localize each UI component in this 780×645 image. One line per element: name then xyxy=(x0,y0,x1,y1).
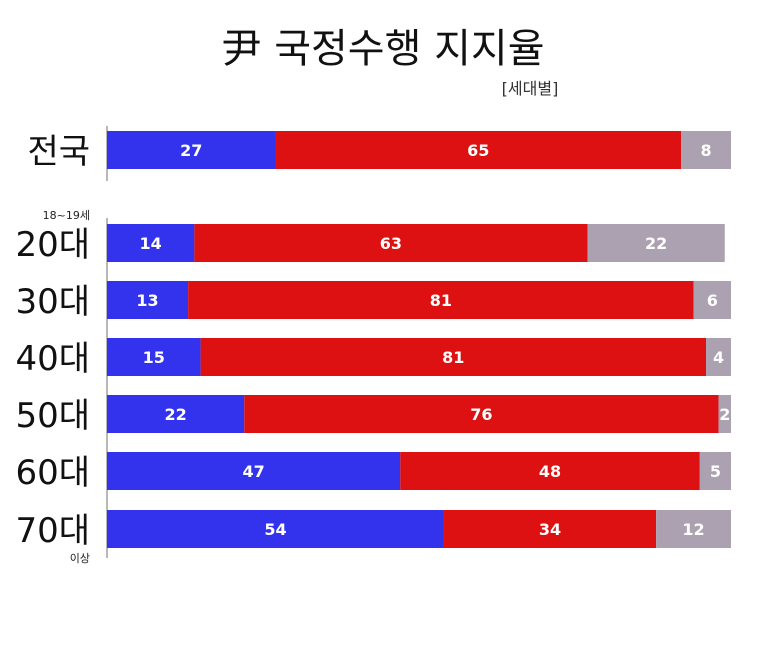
category-label: 20대 xyxy=(15,225,90,265)
bar-segment-gray xyxy=(587,224,725,262)
data-label-red: 34 xyxy=(539,520,561,539)
bar-segment-blue xyxy=(107,131,276,169)
data-label-red: 65 xyxy=(467,141,489,160)
bar-segment-red xyxy=(443,510,657,548)
data-label-gray: 22 xyxy=(645,234,667,253)
category-note: 18~19세 xyxy=(43,209,90,222)
data-label-gray: 2 xyxy=(719,405,730,424)
bar-segment-gray xyxy=(706,338,731,376)
data-label-blue: 27 xyxy=(180,141,202,160)
data-label-gray: 6 xyxy=(707,291,718,310)
bar-segment-gray xyxy=(681,131,731,169)
data-label-blue: 54 xyxy=(264,520,286,539)
bar-segment-red xyxy=(200,338,707,376)
data-label-blue: 14 xyxy=(140,234,162,253)
data-label-red: 48 xyxy=(539,462,561,481)
data-label-gray: 8 xyxy=(700,141,711,160)
data-label-blue: 15 xyxy=(143,348,165,367)
category-label: 70대 xyxy=(15,511,90,551)
bar-segment-blue xyxy=(107,395,245,433)
data-label-blue: 22 xyxy=(165,405,187,424)
data-label-blue: 47 xyxy=(243,462,265,481)
bar-segment-red xyxy=(188,281,694,319)
bar-segment-blue xyxy=(107,338,201,376)
bar-segment-red xyxy=(400,452,700,490)
data-label-gray: 5 xyxy=(710,462,721,481)
category-note: 이상 xyxy=(70,552,90,565)
bar-segment-gray xyxy=(656,510,731,548)
data-label-red: 81 xyxy=(430,291,452,310)
category-label: 30대 xyxy=(15,282,90,322)
category-label: 전국 xyxy=(27,132,90,172)
bar-segment-red xyxy=(275,131,682,169)
bar-segment-blue xyxy=(107,224,195,262)
bar-segment-red xyxy=(194,224,588,262)
chart-title: 尹 국정수행 지지율 xyxy=(221,26,544,72)
chart-subtitle: [세대별] xyxy=(502,79,559,98)
data-label-gray: 12 xyxy=(682,520,704,539)
bar-segment-gray xyxy=(693,281,731,319)
category-label: 60대 xyxy=(15,453,90,493)
data-label-red: 81 xyxy=(442,348,464,367)
bar-segment-blue xyxy=(107,510,444,548)
bar-segment-red xyxy=(244,395,719,433)
bar-segment-gray xyxy=(718,395,731,433)
bar-segment-blue xyxy=(107,281,189,319)
bar-segment-blue xyxy=(107,452,401,490)
data-label-red: 76 xyxy=(470,405,492,424)
data-label-red: 63 xyxy=(380,234,402,253)
bar-segment-gray xyxy=(699,452,731,490)
category-label: 50대 xyxy=(15,396,90,436)
data-label-gray: 4 xyxy=(713,348,724,367)
category-label: 40대 xyxy=(15,339,90,379)
data-label-blue: 13 xyxy=(136,291,158,310)
